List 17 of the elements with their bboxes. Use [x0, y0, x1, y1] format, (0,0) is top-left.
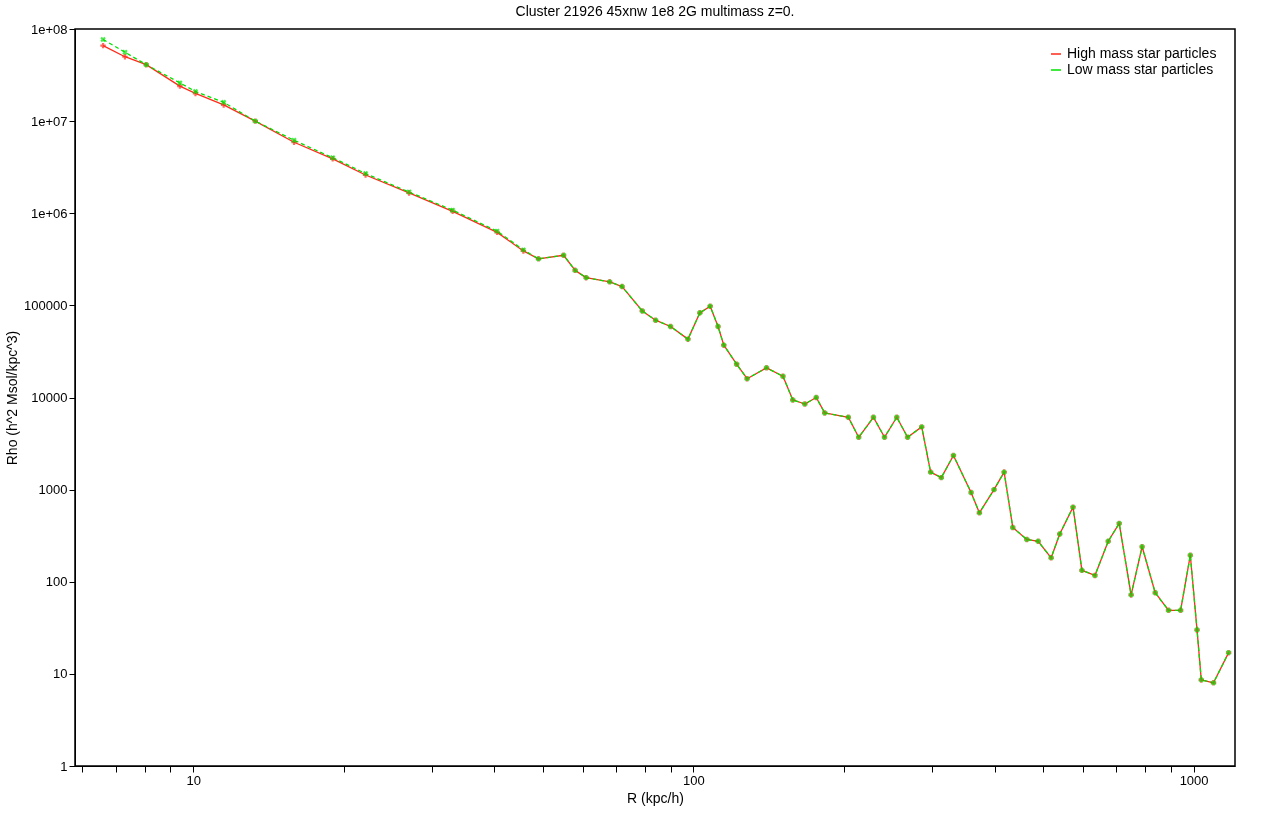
x-axis-title: R (kpc/h)	[627, 789, 684, 806]
x-tick-label: 10	[186, 772, 202, 788]
y-tick-label: 1e+07	[30, 113, 68, 129]
y-tick-label: 10	[53, 666, 68, 682]
y-tick-label: 100	[45, 574, 68, 590]
y-tick-label: 1000	[38, 482, 68, 498]
y-axis-title: Rho (h^2 Msol/kpc^3)	[4, 330, 21, 466]
y-tick-label: 100000	[24, 297, 68, 313]
y-tick-label: 1	[60, 758, 68, 774]
x-tick-label: 100	[683, 772, 705, 788]
y-tick-label: 10000	[31, 390, 68, 405]
chart-title: Cluster 21926 45xnw 1e8 2G multimass z=0.	[515, 3, 795, 19]
legend-label: Low mass star particles	[1067, 61, 1214, 77]
x-tick-label: 1000	[1179, 772, 1209, 788]
y-tick-label: 1e+06	[30, 205, 68, 221]
legend-label: High mass star particles	[1067, 45, 1217, 61]
y-tick-label: 1e+08	[30, 21, 68, 37]
